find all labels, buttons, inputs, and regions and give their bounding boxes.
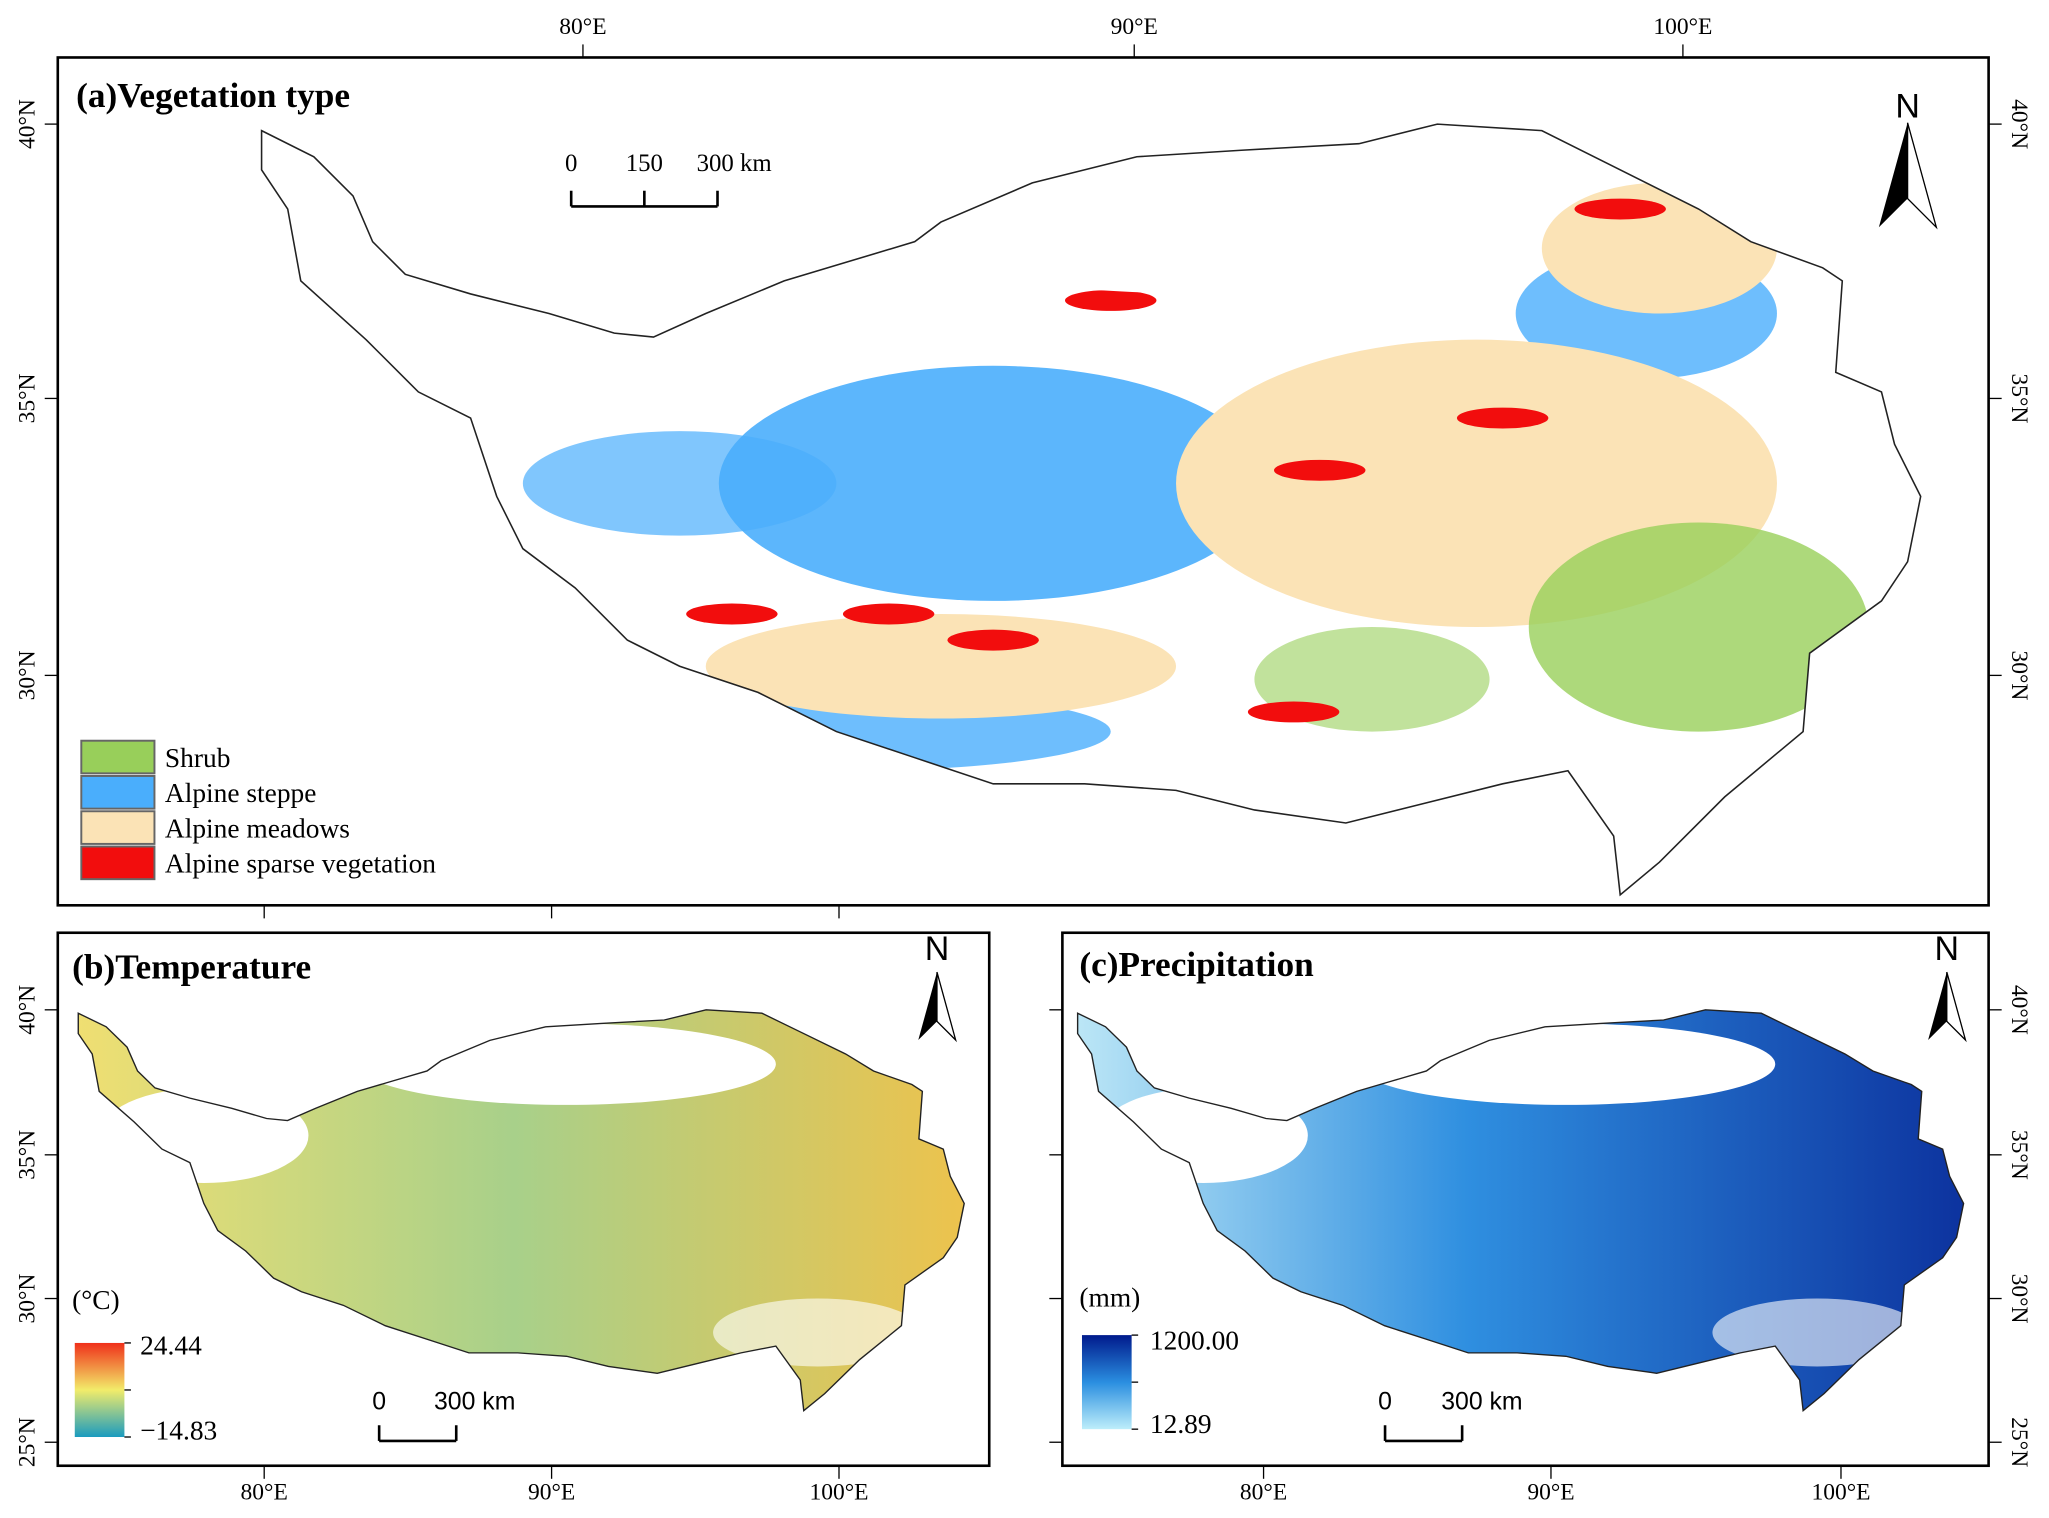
tick-label: 25°N bbox=[2006, 1417, 2032, 1467]
sparse bbox=[1574, 198, 1666, 220]
sparse bbox=[686, 603, 778, 625]
map-fill bbox=[261, 124, 1921, 895]
sparse bbox=[1247, 701, 1340, 723]
tick-label: 25°N bbox=[14, 1417, 40, 1467]
tick-label: 30°N bbox=[14, 1274, 40, 1324]
legend-swatch bbox=[80, 739, 156, 775]
north-arrow bbox=[1946, 971, 1967, 1043]
map bbox=[1076, 1009, 1965, 1412]
tick-label: 35°N bbox=[14, 1130, 40, 1180]
colorbar bbox=[1081, 1335, 1132, 1430]
panel-title: (a)Vegetation type bbox=[76, 76, 350, 115]
hole bbox=[713, 1298, 923, 1367]
tick-label: 100°E bbox=[1653, 14, 1712, 40]
scale-label: 300 km bbox=[1441, 1389, 1522, 1416]
tick-label: 90°E bbox=[1111, 14, 1158, 40]
tick-label: 30°N bbox=[2006, 650, 2032, 700]
scale-label: 0 bbox=[565, 150, 577, 177]
tick-label: 40°N bbox=[14, 985, 40, 1035]
legend-label: Alpine meadows bbox=[165, 813, 350, 843]
colorbar-max: 24.44 bbox=[140, 1331, 202, 1361]
hole bbox=[1356, 1023, 1776, 1105]
tick-label: 100°E bbox=[1811, 1480, 1870, 1506]
scale-label: 0 bbox=[372, 1389, 386, 1416]
colorbar-unit: (mm) bbox=[1079, 1282, 1140, 1312]
panel-title: (b)Temperature bbox=[72, 947, 311, 986]
colorbar bbox=[74, 1342, 125, 1438]
tick-label: 90°E bbox=[1527, 1480, 1574, 1506]
steppe bbox=[718, 365, 1268, 601]
tick-label: 35°N bbox=[2006, 374, 2032, 424]
tick-label: 80°E bbox=[241, 1480, 288, 1506]
tick-label: 30°N bbox=[14, 650, 40, 700]
shrub bbox=[1528, 522, 1869, 732]
colorbar-min: −14.83 bbox=[140, 1416, 217, 1446]
north-label: N bbox=[1895, 88, 1920, 126]
sparse bbox=[1456, 407, 1549, 429]
meadow bbox=[1541, 182, 1777, 314]
hole bbox=[1712, 1298, 1922, 1367]
tick-label: 80°E bbox=[559, 14, 606, 40]
scale-label: 150 bbox=[626, 150, 663, 177]
scale-label: 300 km bbox=[434, 1389, 515, 1416]
sparse bbox=[947, 629, 1039, 651]
sparse bbox=[842, 603, 935, 625]
tick-label: 30°N bbox=[2006, 1274, 2032, 1324]
legend-swatch bbox=[80, 810, 156, 845]
hole bbox=[357, 1023, 776, 1105]
frame bbox=[1061, 931, 1990, 1468]
north-arrow bbox=[1878, 122, 1908, 228]
tick-label: 40°N bbox=[2006, 985, 2032, 1035]
meadow bbox=[705, 613, 1177, 719]
tick-label: 35°N bbox=[14, 373, 40, 423]
colorbar-max: 1200.00 bbox=[1150, 1325, 1239, 1355]
tick-label: 90°E bbox=[528, 1480, 575, 1506]
north-label: N bbox=[1935, 930, 1960, 968]
tick-label: 40°N bbox=[2006, 99, 2032, 149]
tick-label: 80°E bbox=[1240, 1480, 1287, 1506]
tick-label: 100°E bbox=[809, 1480, 868, 1506]
scale-label: 300 km bbox=[697, 150, 772, 177]
sparse bbox=[1064, 290, 1157, 311]
legend-label: Alpine steppe bbox=[165, 778, 317, 808]
hole bbox=[888, 176, 1542, 294]
map-fill bbox=[1077, 1009, 1964, 1411]
scale-label: 0 bbox=[1378, 1389, 1392, 1416]
north-arrow bbox=[1906, 122, 1938, 230]
legend-label: Alpine sparse vegetation bbox=[165, 849, 436, 879]
north-arrow bbox=[1928, 972, 1947, 1040]
tick-label: 35°N bbox=[2006, 1130, 2032, 1180]
panel-title: (c)Precipitation bbox=[1079, 945, 1314, 984]
sparse bbox=[1274, 459, 1366, 481]
north-arrow bbox=[918, 972, 937, 1040]
legend-swatch bbox=[80, 775, 156, 810]
legend-swatch bbox=[80, 845, 156, 881]
north-label: N bbox=[925, 930, 950, 968]
steppe bbox=[522, 431, 837, 536]
colorbar-min: 12.89 bbox=[1150, 1409, 1212, 1439]
frame bbox=[56, 931, 991, 1468]
legend-label: Shrub bbox=[165, 743, 231, 773]
colorbar-unit: (°C) bbox=[72, 1285, 120, 1315]
north-arrow bbox=[936, 971, 957, 1043]
frame bbox=[56, 56, 1990, 907]
tick-label: 40°N bbox=[14, 99, 40, 149]
map bbox=[260, 123, 1922, 896]
